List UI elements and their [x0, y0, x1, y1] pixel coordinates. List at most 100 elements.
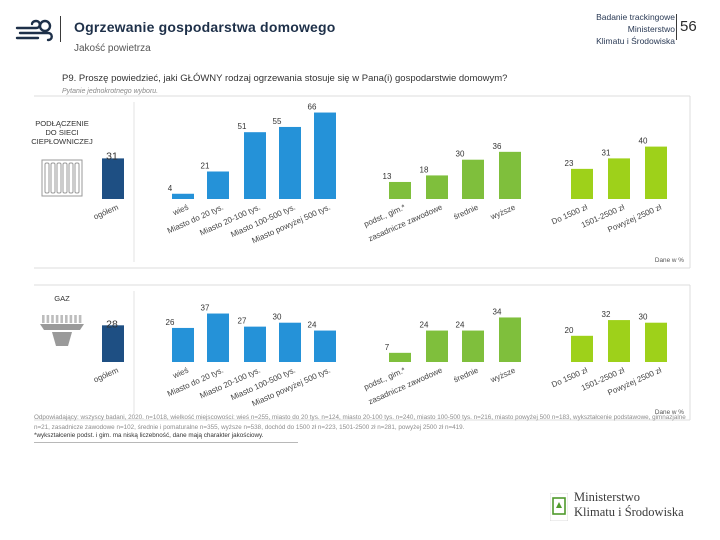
bar-value-label: 40: [639, 137, 648, 146]
radiator-fin: [62, 162, 68, 194]
ministry-emblem-icon: [550, 493, 568, 521]
data-note: Dane w %: [655, 409, 684, 416]
bar-place: [244, 132, 266, 199]
ministry-name-line2: Klimatu i Środowiska: [574, 505, 684, 519]
data-note: Dane w %: [655, 257, 684, 264]
category-label: ogółem: [92, 365, 120, 384]
bar-value-label: 13: [383, 172, 392, 181]
bar-income: [608, 158, 630, 199]
gas-flame-tongue: [46, 315, 50, 323]
category-label: ogółem: [92, 202, 120, 221]
bar-place: [314, 112, 336, 199]
bar-value-label: 31: [106, 150, 118, 162]
bar-income: [608, 320, 630, 362]
bar-value-label: 24: [456, 321, 465, 330]
bar-value-label: 24: [308, 321, 317, 330]
bar-place: [314, 330, 336, 362]
bar-value-label: 20: [565, 326, 574, 335]
bar-income: [571, 168, 593, 199]
bar-education: [389, 352, 411, 362]
category-label: wieś: [171, 366, 190, 381]
bar-place: [244, 326, 266, 362]
radiator-fin: [74, 162, 80, 194]
bar-value-label: 27: [238, 317, 247, 326]
study-tag: Badanie trackingowe Ministerstwo Klimatu…: [575, 11, 675, 47]
bar-total: [102, 325, 124, 362]
asterisk-footnote: *wykształcenie podst. i gim. ma niską li…: [34, 432, 264, 439]
bar-place: [172, 193, 194, 199]
category-label: wieś: [171, 203, 190, 218]
bar-value-label: 23: [565, 159, 574, 168]
category-label: średnie: [452, 365, 480, 384]
question-note: Pytanie jednokrotnego wyboru.: [62, 88, 159, 95]
bar-income: [645, 146, 667, 199]
base-footnote: Odpowiadający: wszyscy badani, 2020. n=1…: [34, 414, 686, 431]
study-tag-line: Badanie trackingowe: [596, 12, 675, 22]
gas-flame-tongue: [69, 315, 73, 323]
bar-education: [462, 159, 484, 199]
bar-place: [207, 171, 229, 199]
radiator-fin: [44, 162, 50, 194]
ministry-name-line1: Ministerstwo: [574, 490, 640, 504]
header-divider: [60, 16, 61, 42]
gas-flame-icon: [40, 315, 84, 346]
page-number-divider: [676, 14, 677, 40]
bar-place: [279, 126, 301, 199]
bar-value-label: 24: [420, 321, 429, 330]
logo-mark-icon: [15, 19, 53, 42]
question-text: P9. Proszę powiedzieć, jaki GŁÓWNY rodza…: [62, 73, 508, 84]
gas-flame-tongue: [55, 315, 59, 323]
gas-flame-tongue: [60, 315, 63, 323]
bar-income: [571, 335, 593, 362]
bar-place: [279, 322, 301, 362]
category-label: średnie: [452, 202, 480, 221]
panel-title-line: PODŁĄCZENIE: [35, 119, 89, 128]
bar-education: [462, 330, 484, 362]
bar-value-label: 37: [201, 304, 210, 313]
panel-title-line: CIEPŁOWNICZEJ: [31, 137, 93, 146]
bar-total: [102, 158, 124, 199]
page-subtitle: Jakość powietrza: [74, 43, 151, 54]
bar-value-label: 30: [273, 313, 282, 322]
gas-flame-tongue: [74, 315, 77, 323]
bar-income: [645, 322, 667, 362]
bar-value-label: 34: [493, 307, 502, 316]
bar-education: [389, 181, 411, 199]
gas-burner-stem: [52, 332, 72, 346]
panel-title-line: GAZ: [54, 294, 70, 303]
gas-flame-tongue: [65, 315, 68, 323]
bar-value-label: 36: [493, 142, 502, 151]
category-label: wyższe: [488, 202, 517, 222]
bar-place: [207, 313, 229, 362]
bar-education: [499, 317, 521, 362]
study-tag-line: Klimatu i Środowiska: [596, 36, 675, 46]
gas-flame-tongue: [51, 315, 54, 323]
bar-value-label: 7: [385, 343, 390, 352]
bar-value-label: 31: [602, 148, 611, 157]
bar-value-label: 21: [201, 161, 210, 170]
bar-value-label: 4: [168, 184, 173, 193]
bar-education: [499, 151, 521, 199]
page-title: Ogrzewanie gospodarstwa domowego: [74, 19, 336, 35]
bar-value-label: 26: [166, 318, 175, 327]
bar-education: [426, 330, 448, 362]
footnote-underline: [34, 442, 298, 443]
bar-value-label: 18: [420, 165, 429, 174]
bar-value-label: 51: [238, 122, 247, 131]
bar-value-label: 30: [456, 150, 465, 159]
radiator-fin: [50, 162, 56, 194]
gas-flame-tongue: [78, 315, 82, 323]
gas-flame-tongue: [42, 315, 45, 323]
page-number: 56: [680, 18, 697, 35]
bar-value-label: 30: [639, 313, 648, 322]
bar-value-label: 28: [106, 318, 118, 330]
bar-value-label: 32: [602, 310, 611, 319]
gas-burner-rim: [40, 324, 84, 330]
panel-title-line: DO SIECI: [45, 128, 78, 137]
radiator-icon: [41, 159, 83, 197]
study-tag-line: Ministerstwo: [627, 24, 675, 34]
category-label: wyższe: [488, 365, 517, 385]
